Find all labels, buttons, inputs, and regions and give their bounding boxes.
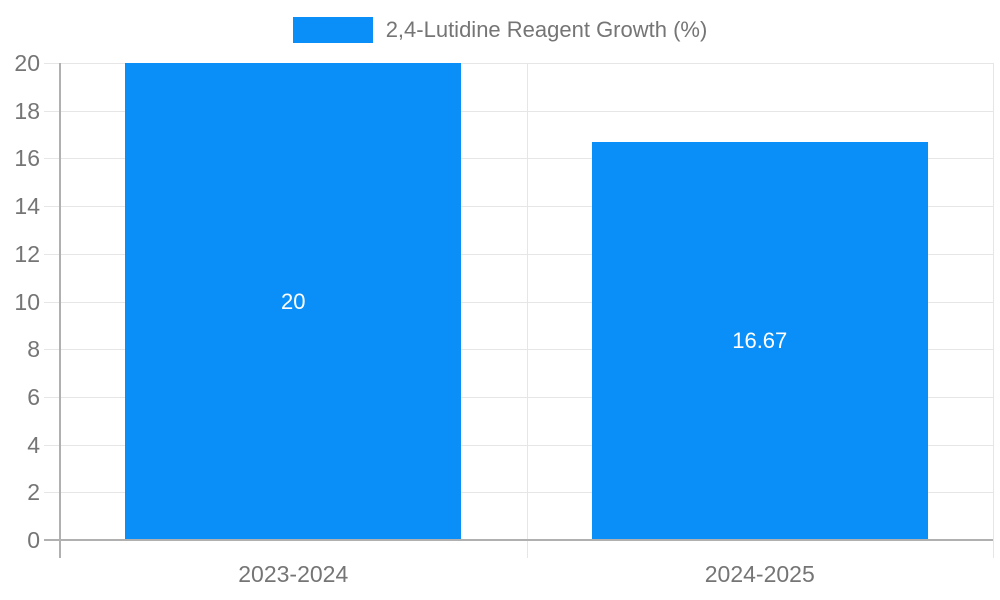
bar[interactable] [125,63,461,540]
legend-swatch [292,17,373,43]
legend: 2,4-Lutidine Reagent Growth (%) [0,17,1000,43]
gridline-vertical [526,63,528,558]
gridline-horizontal [44,206,993,208]
legend-label: 2,4-Lutidine Reagent Growth (%) [385,17,708,42]
gridline-horizontal [44,492,993,494]
gridline-horizontal [44,301,993,303]
y-tick-label: 18 [14,97,40,124]
y-tick-label: 8 [27,336,40,363]
y-tick-label: 2 [27,479,40,506]
y-tick-label: 20 [14,50,40,76]
gridline-horizontal [44,158,993,160]
bar[interactable] [592,142,928,540]
gridline-horizontal [44,63,993,64]
y-tick-label: 6 [27,383,40,410]
plot-right-border [993,63,994,558]
gridline-horizontal [44,396,993,398]
y-tick-label: 10 [14,288,40,315]
y-axis-line [59,63,61,558]
bar-value-label: 20 [281,288,306,314]
gridline-horizontal [44,349,993,351]
x-tick-label: 2023-2024 [238,561,349,587]
x-tick-label: 2024-2025 [704,561,815,587]
y-tick-label: 16 [14,145,40,172]
gridline-horizontal [44,110,993,112]
gridline-horizontal [44,444,993,446]
x-axis-line [44,539,993,541]
y-tick-label: 12 [14,240,40,267]
y-tick-label: 4 [27,431,40,458]
gridline-horizontal [44,253,993,255]
y-tick-label: 0 [27,527,40,553]
bar-value-label: 16.67 [732,328,788,354]
y-tick-label: 14 [14,193,40,220]
